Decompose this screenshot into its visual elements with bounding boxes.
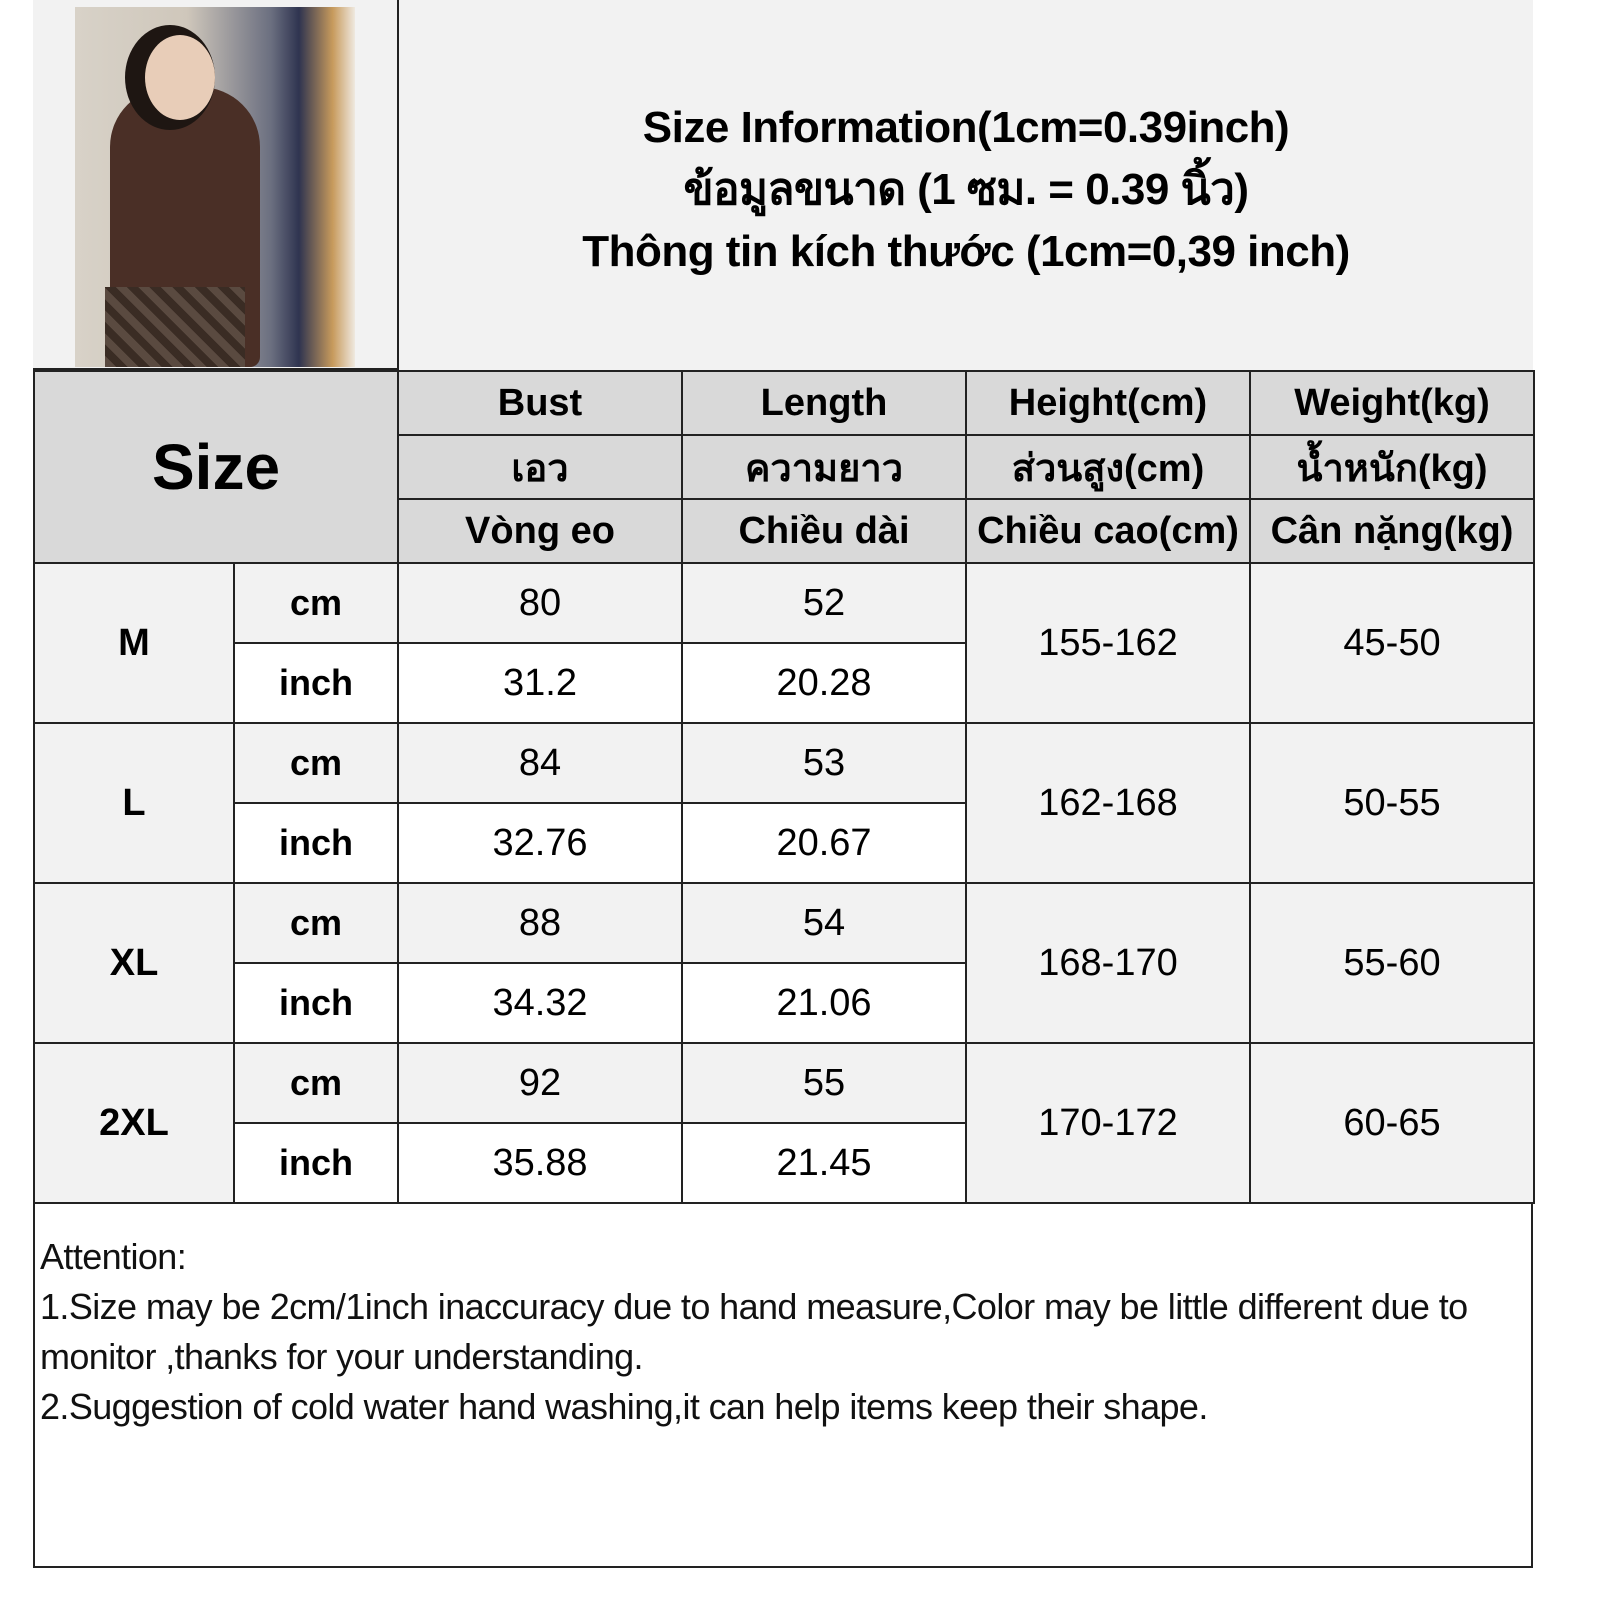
- table-row-inch: inch 35.88 21.45: [34, 1122, 1534, 1204]
- length-inch: 21.06: [681, 962, 967, 1044]
- bust-cm: 92: [397, 1042, 683, 1124]
- length-cm: 55: [681, 1042, 967, 1124]
- unit-inch: inch: [233, 642, 399, 724]
- length-inch: 20.28: [681, 642, 967, 724]
- length-cm: 52: [681, 562, 967, 644]
- col-length: Length: [681, 370, 967, 436]
- table-row-cm: 2XL cm 92 55 170-172 60-65: [33, 1042, 1535, 1204]
- size-label: 2XL: [33, 1042, 235, 1204]
- header-row-english: Size Bust Length Height(cm) Weight(kg): [33, 370, 1535, 564]
- weight-range: 50-55: [1249, 722, 1535, 884]
- weight-range: 60-65: [1249, 1042, 1535, 1204]
- height-range: 170-172: [965, 1042, 1251, 1204]
- table-row-inch: inch 34.32 21.06: [34, 962, 1534, 1044]
- bust-inch: 32.76: [397, 802, 683, 884]
- note-1: 1.Size may be 2cm/1inch inaccuracy due t…: [40, 1286, 1468, 1377]
- col-height-thai: ส่วนสูง(cm): [965, 434, 1251, 500]
- weight-range: 55-60: [1249, 882, 1535, 1044]
- size-label: M: [33, 562, 235, 724]
- bust-inch: 34.32: [397, 962, 683, 1044]
- model-skirt: [105, 287, 245, 367]
- chart-header: Size Information(1cm=0.39inch) ข้อมูลขนา…: [33, 0, 1533, 374]
- col-weight-thai: น้ำหนัก(kg): [1249, 434, 1535, 500]
- col-length-thai: ความยาว: [681, 434, 967, 500]
- height-range: 168-170: [965, 882, 1251, 1044]
- length-inch: 20.67: [681, 802, 967, 884]
- col-weight-vi: Cân nặng(kg): [1249, 498, 1535, 564]
- col-length-vi: Chiều dài: [681, 498, 967, 564]
- bust-cm: 80: [397, 562, 683, 644]
- unit-cm: cm: [233, 722, 399, 804]
- bust-inch: 35.88: [397, 1122, 683, 1204]
- unit-cm: cm: [233, 882, 399, 964]
- size-table: Size Bust Length Height(cm) Weight(kg) เ…: [33, 370, 1535, 1204]
- header-row-vietnamese: Vòng eo Chiều dài Chiều cao(cm) Cân nặng…: [34, 498, 1535, 564]
- length-inch: 21.45: [681, 1122, 967, 1204]
- size-label: XL: [33, 882, 235, 1044]
- unit-inch: inch: [233, 1122, 399, 1204]
- title-thai: ข้อมูลขนาด (1 ซม. = 0.39 นิ้ว): [683, 165, 1249, 214]
- product-photo: [75, 7, 355, 367]
- length-cm: 53: [681, 722, 967, 804]
- title-vietnamese: Thông tin kích thước (1cm=0,39 inch): [582, 227, 1350, 276]
- col-bust-vi: Vòng eo: [397, 498, 683, 564]
- table-row-inch: inch 31.2 20.28: [34, 642, 1534, 724]
- bust-inch: 31.2: [397, 642, 683, 724]
- bust-cm: 84: [397, 722, 683, 804]
- product-photo-cell: [33, 0, 399, 368]
- col-height-vi: Chiều cao(cm): [965, 498, 1251, 564]
- attention-notes: Attention: 1.Size may be 2cm/1inch inacc…: [40, 1232, 1525, 1432]
- col-height: Height(cm): [965, 370, 1251, 436]
- title-block: Size Information(1cm=0.39inch) ข้อมูลขนา…: [399, 0, 1533, 374]
- table-row-inch: inch 32.76 20.67: [34, 802, 1534, 884]
- size-label: L: [33, 722, 235, 884]
- unit-cm: cm: [233, 562, 399, 644]
- unit-inch: inch: [233, 962, 399, 1044]
- unit-cm: cm: [233, 1042, 399, 1124]
- height-range: 155-162: [965, 562, 1251, 724]
- note-2: 2.Suggestion of cold water hand washing,…: [40, 1386, 1208, 1427]
- table-row-cm: XL cm 88 54 168-170 55-60: [33, 882, 1535, 1044]
- header-row-thai: เอว ความยาว ส่วนสูง(cm) น้ำหนัก(kg): [34, 434, 1535, 500]
- title-english: Size Information(1cm=0.39inch): [642, 103, 1290, 152]
- unit-inch: inch: [233, 802, 399, 884]
- notes-heading: Attention:: [40, 1236, 187, 1277]
- col-weight: Weight(kg): [1249, 370, 1535, 436]
- model-head: [145, 35, 215, 120]
- col-bust-thai: เอว: [397, 434, 683, 500]
- col-bust: Bust: [397, 370, 683, 436]
- length-cm: 54: [681, 882, 967, 964]
- weight-range: 45-50: [1249, 562, 1535, 724]
- bust-cm: 88: [397, 882, 683, 964]
- height-range: 162-168: [965, 722, 1251, 884]
- size-header: Size: [33, 370, 399, 564]
